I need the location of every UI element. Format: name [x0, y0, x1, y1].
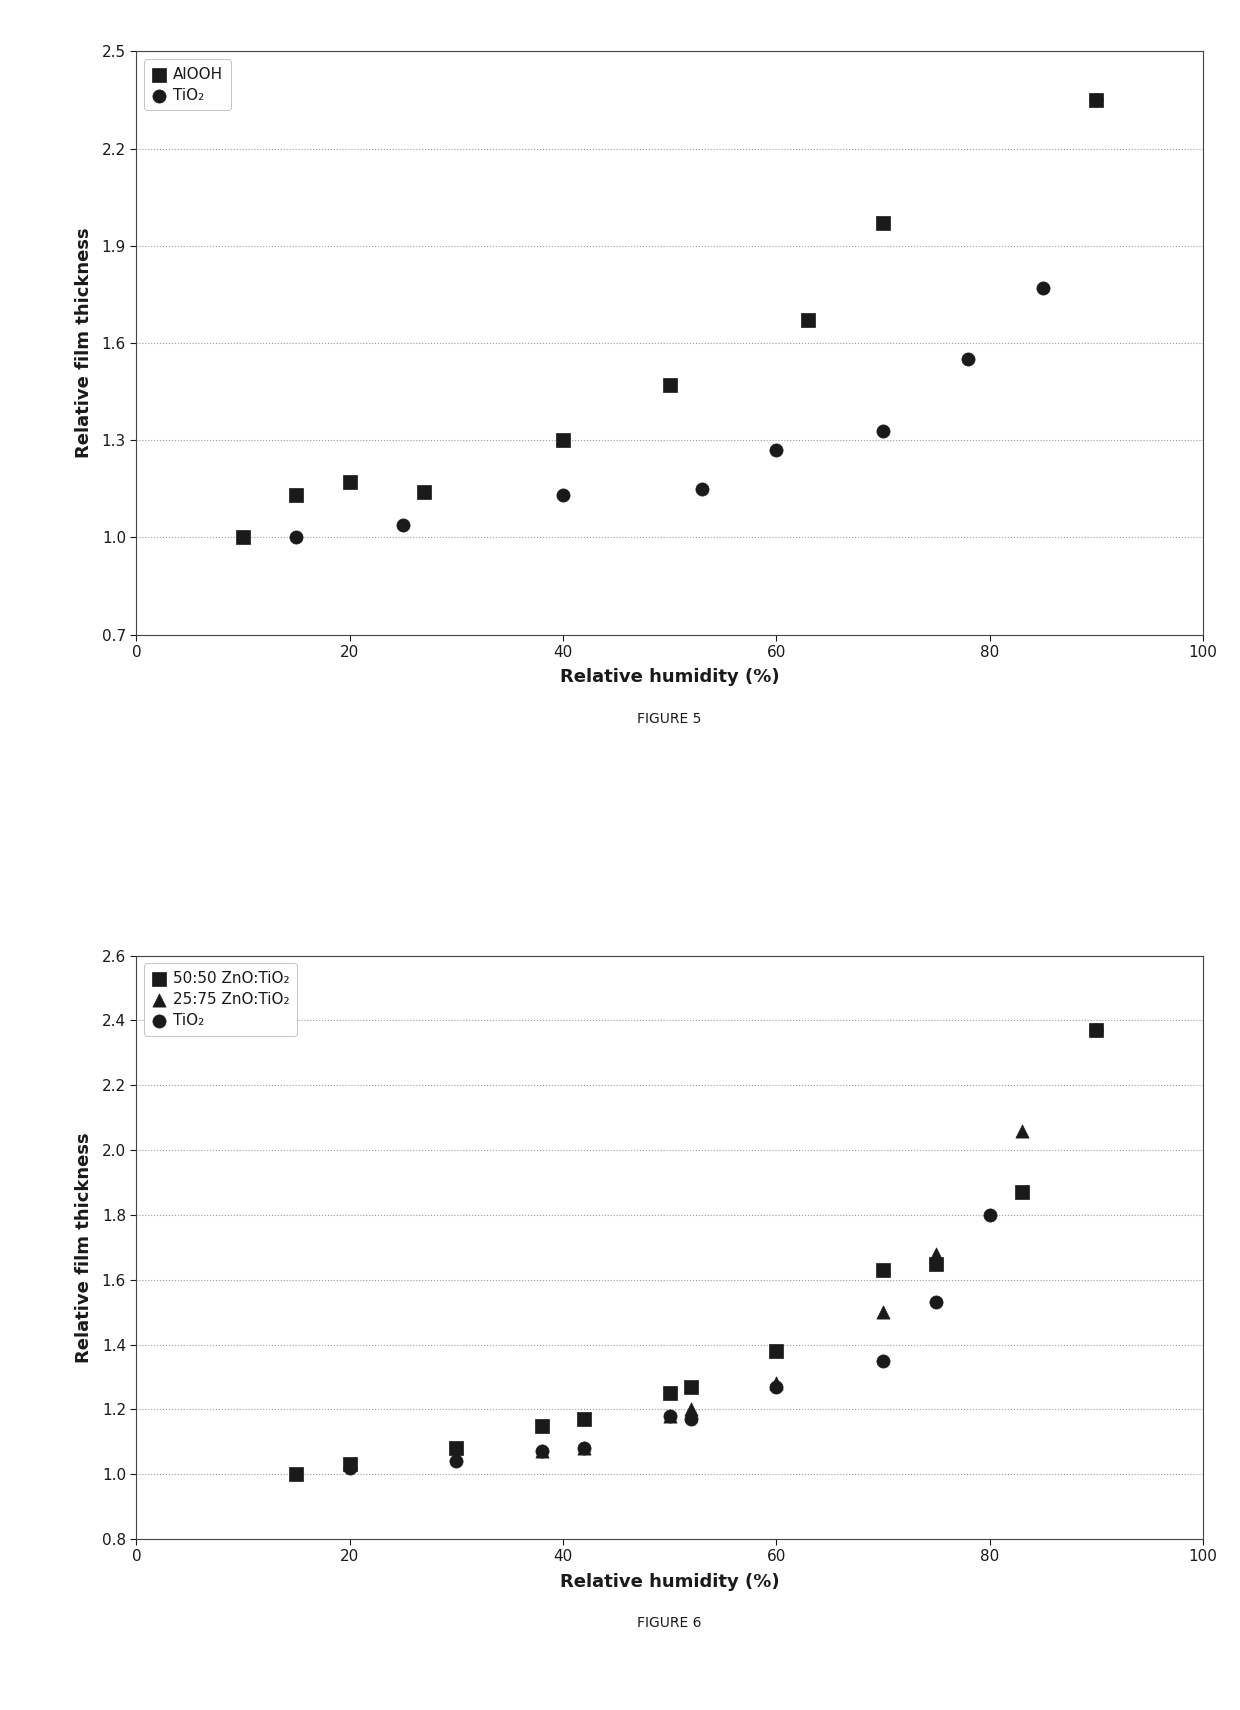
50:50 ZnO:TiO₂ — [446, 1435, 466, 1462]
TiO₂ — [959, 345, 978, 373]
TiO₂ — [286, 523, 306, 551]
50:50 ZnO:TiO₂ — [681, 1373, 701, 1400]
AlOOH — [799, 306, 818, 333]
25:75 ZnO:TiO₂ — [532, 1438, 552, 1465]
AlOOH — [553, 426, 573, 453]
Text: FIGURE 5: FIGURE 5 — [637, 711, 702, 725]
AlOOH — [660, 371, 680, 398]
TiO₂ — [574, 1435, 594, 1462]
50:50 ZnO:TiO₂ — [574, 1406, 594, 1433]
TiO₂ — [393, 511, 413, 539]
Y-axis label: Relative film thickness: Relative film thickness — [76, 1132, 93, 1363]
TiO₂ — [873, 417, 893, 445]
25:75 ZnO:TiO₂ — [926, 1240, 946, 1267]
TiO₂ — [553, 482, 573, 510]
X-axis label: Relative humidity (%): Relative humidity (%) — [559, 669, 780, 686]
Legend: AlOOH, TiO₂: AlOOH, TiO₂ — [144, 58, 231, 111]
50:50 ZnO:TiO₂ — [532, 1412, 552, 1440]
TiO₂ — [1086, 86, 1106, 113]
TiO₂ — [926, 1289, 946, 1317]
25:75 ZnO:TiO₂ — [1012, 1117, 1032, 1144]
X-axis label: Relative humidity (%): Relative humidity (%) — [559, 1573, 780, 1590]
50:50 ZnO:TiO₂ — [766, 1337, 786, 1365]
AlOOH — [233, 523, 253, 551]
TiO₂ — [532, 1438, 552, 1465]
AlOOH — [873, 209, 893, 236]
25:75 ZnO:TiO₂ — [681, 1395, 701, 1423]
AlOOH — [286, 482, 306, 510]
AlOOH — [414, 479, 434, 506]
Legend: 50:50 ZnO:TiO₂, 25:75 ZnO:TiO₂, TiO₂: 50:50 ZnO:TiO₂, 25:75 ZnO:TiO₂, TiO₂ — [144, 963, 298, 1036]
TiO₂ — [1086, 1016, 1106, 1043]
50:50 ZnO:TiO₂ — [1012, 1178, 1032, 1206]
25:75 ZnO:TiO₂ — [574, 1435, 594, 1462]
TiO₂ — [681, 1406, 701, 1433]
25:75 ZnO:TiO₂ — [873, 1298, 893, 1325]
50:50 ZnO:TiO₂ — [1086, 1016, 1106, 1043]
TiO₂ — [340, 1454, 360, 1481]
50:50 ZnO:TiO₂ — [286, 1460, 306, 1488]
TiO₂ — [692, 475, 712, 503]
AlOOH — [1086, 86, 1106, 113]
25:75 ZnO:TiO₂ — [660, 1402, 680, 1430]
50:50 ZnO:TiO₂ — [340, 1450, 360, 1477]
TiO₂ — [660, 1402, 680, 1430]
TiO₂ — [980, 1200, 999, 1228]
50:50 ZnO:TiO₂ — [660, 1380, 680, 1407]
TiO₂ — [873, 1347, 893, 1375]
TiO₂ — [766, 436, 786, 463]
TiO₂ — [446, 1448, 466, 1476]
AlOOH — [340, 469, 360, 496]
50:50 ZnO:TiO₂ — [873, 1257, 893, 1284]
TiO₂ — [766, 1373, 786, 1400]
TiO₂ — [1033, 274, 1053, 301]
50:50 ZnO:TiO₂ — [926, 1250, 946, 1277]
Y-axis label: Relative film thickness: Relative film thickness — [76, 227, 93, 458]
Text: FIGURE 6: FIGURE 6 — [637, 1616, 702, 1630]
25:75 ZnO:TiO₂ — [766, 1370, 786, 1397]
